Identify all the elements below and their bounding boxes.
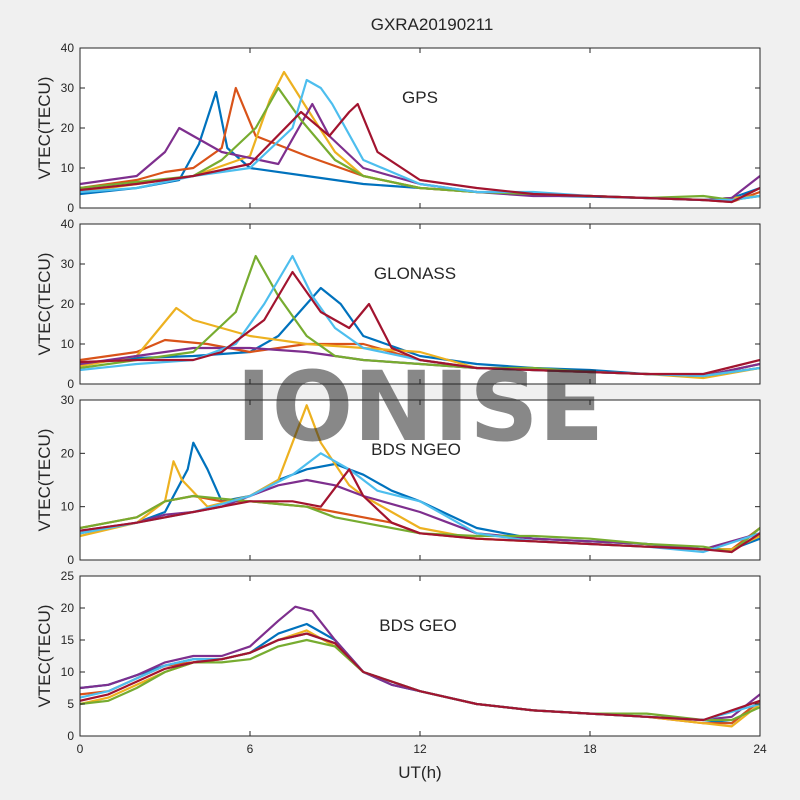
subplot-2: 0 10 20 30 40 VTEC(TECU) GLONASS (35, 217, 761, 391)
y-axis-label: VTEC(TECU) (35, 77, 54, 180)
y-tick-label: 5 (67, 697, 74, 711)
y-tick-label: 20 (61, 601, 75, 615)
y-tick-label: 25 (61, 569, 75, 583)
y-tick-label: 10 (61, 161, 75, 175)
subplot-3: 0 10 20 30 VTEC(TECU) BDS NGEO (35, 393, 761, 567)
y-axis-label: VTEC(TECU) (35, 429, 54, 532)
y-tick-label: 0 (67, 201, 74, 215)
series-group (80, 404, 760, 554)
series-group (80, 254, 760, 380)
y-axis-label: VTEC(TECU) (35, 253, 54, 356)
y-tick-label: 40 (61, 217, 75, 231)
x-tick-label: 6 (247, 742, 254, 756)
subplot-title: BDS GEO (379, 616, 456, 635)
figure-title: GXRA20190211 (371, 15, 494, 34)
y-tick-label: 20 (61, 446, 75, 460)
y-tick-label: 0 (67, 729, 74, 743)
y-tick-label: 15 (61, 633, 75, 647)
series-line (80, 638, 760, 722)
series-line (80, 468, 760, 554)
series-group (80, 605, 760, 728)
series-group (80, 70, 760, 204)
series-line (80, 632, 760, 722)
x-tick-label: 0 (77, 742, 84, 756)
subplot-panels: 0 10 20 30 40 VTEC(TECU) GPS 0 10 20 30 40 VTEC(TECU… (35, 41, 767, 756)
y-tick-label: 0 (67, 553, 74, 567)
subplot-title: GLONASS (374, 264, 456, 283)
y-tick-label: 20 (61, 297, 75, 311)
x-axis-label: UT(h) (398, 763, 441, 782)
series-line (80, 494, 760, 554)
y-tick-label: 10 (61, 337, 75, 351)
y-tick-label: 0 (67, 377, 74, 391)
y-tick-label: 40 (61, 41, 75, 55)
subplot-4: 0 5 10 15 20 25 0 6 12 18 24 VTEC(TECU) BDS GEO (35, 569, 767, 756)
series-line (80, 102, 760, 204)
x-tick-label: 18 (583, 742, 597, 756)
x-tick-label: 24 (753, 742, 767, 756)
y-tick-label: 10 (61, 500, 75, 514)
y-tick-label: 30 (61, 393, 75, 407)
subplot-title: GPS (402, 88, 438, 107)
subplot-title: BDS NGEO (371, 440, 461, 459)
y-tick-label: 20 (61, 121, 75, 135)
watermark: IONISE (236, 351, 604, 463)
y-tick-label: 10 (61, 665, 75, 679)
y-axis-label: VTEC(TECU) (35, 605, 54, 708)
plot-area (80, 48, 760, 208)
subplot-1: 0 10 20 30 40 VTEC(TECU) GPS (35, 41, 761, 215)
y-tick-label: 30 (61, 257, 75, 271)
y-tick-label: 30 (61, 81, 75, 95)
series-line (80, 270, 760, 376)
x-tick-label: 12 (413, 742, 427, 756)
plot-area (80, 576, 760, 736)
plot-area (80, 224, 760, 384)
series-line (80, 86, 760, 202)
